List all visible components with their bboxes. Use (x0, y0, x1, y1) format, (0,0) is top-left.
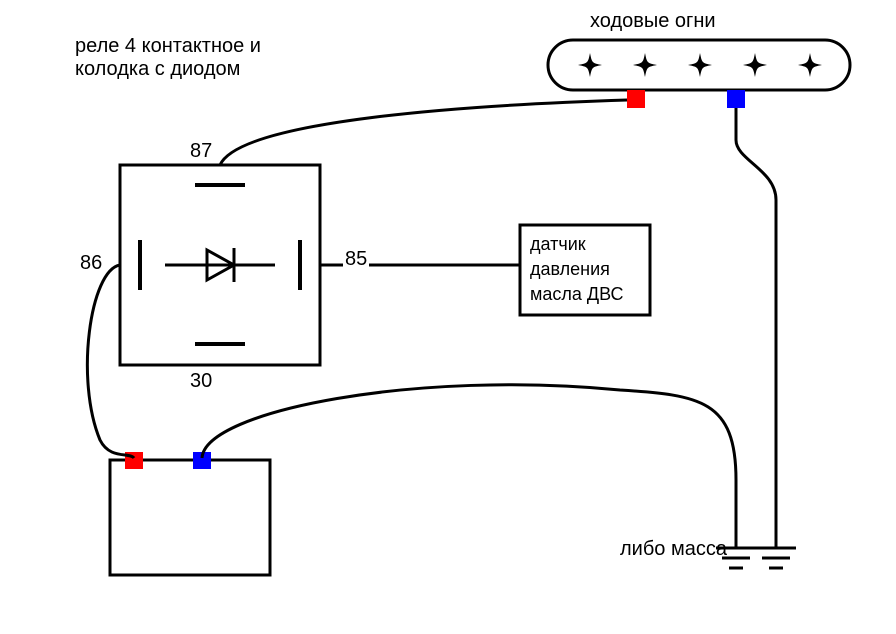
terminal-30: 30 (190, 370, 212, 393)
drl-stars (578, 53, 822, 77)
drl-terminal-red (627, 90, 645, 108)
terminal-85: 85 (343, 248, 369, 271)
terminal-87: 87 (190, 140, 212, 163)
battery-box (110, 460, 270, 575)
title-text: реле 4 контактное и колодка с диодом (75, 35, 261, 81)
diode-symbol (165, 248, 275, 282)
diagram-canvas (0, 0, 896, 634)
ground-symbol (716, 540, 796, 568)
drl-label: ходовые огни (590, 10, 716, 33)
drl-terminal-blue (727, 90, 745, 108)
ground-label: либо масса (620, 538, 727, 561)
sensor-text: датчик давления масла ДВС (530, 232, 624, 308)
terminal-86: 86 (80, 252, 102, 275)
